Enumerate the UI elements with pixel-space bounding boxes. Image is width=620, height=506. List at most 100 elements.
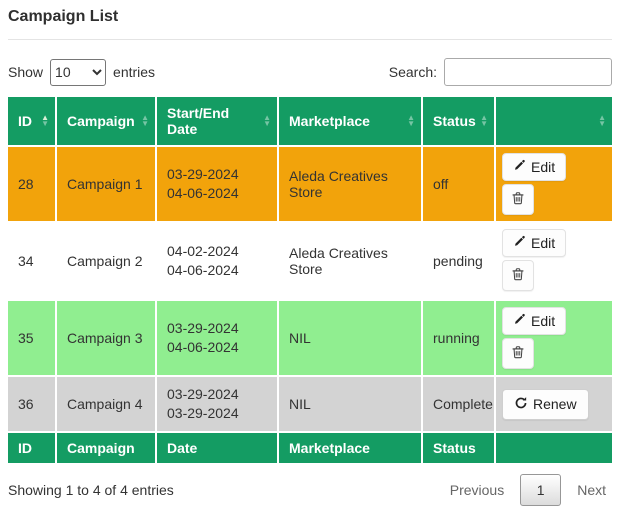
end-date: 04-06-2024	[167, 339, 239, 355]
column-header-label: Marketplace	[289, 113, 370, 129]
cell-id: 35	[8, 301, 55, 375]
refresh-icon	[514, 396, 528, 413]
cell-marketplace: NIL	[279, 377, 421, 431]
footer-col-actions	[496, 433, 612, 463]
show-label: Show	[8, 64, 44, 80]
search-label: Search:	[388, 64, 437, 80]
sort-desc-icon: ▼	[141, 119, 149, 128]
sort-icons: ▲ ▼	[263, 113, 271, 128]
renew-button[interactable]: Renew	[502, 388, 589, 420]
campaign-list-page: Campaign List Show 10 entries Search: ID	[8, 0, 612, 506]
sort-icons: ▲ ▼	[598, 113, 606, 128]
edit-button-label: Edit	[531, 159, 556, 175]
trash-icon	[511, 345, 525, 362]
end-date: 04-06-2024	[167, 262, 239, 278]
table-row: 35 Campaign 3 03-29-2024 04-06-2024 NIL …	[8, 301, 612, 375]
cell-marketplace: NIL	[279, 301, 421, 375]
footer-col-id: ID	[8, 433, 55, 463]
column-header-label: Campaign	[67, 113, 135, 129]
page-length-select[interactable]: 10	[50, 58, 107, 86]
end-date: 03-29-2024	[167, 405, 239, 421]
pencil-icon	[513, 313, 526, 329]
edit-button-label: Edit	[531, 313, 556, 329]
cell-actions: Edit	[496, 147, 612, 221]
sort-desc-icon: ▼	[41, 119, 49, 128]
renew-button-label: Renew	[533, 396, 577, 412]
column-header-campaign[interactable]: Campaign ▲ ▼	[57, 97, 155, 145]
sort-asc-icon: ▲	[480, 113, 488, 122]
cell-status: pending	[423, 223, 494, 299]
cell-id: 34	[8, 223, 55, 299]
cell-actions: Renew	[496, 377, 612, 431]
column-header-marketplace[interactable]: Marketplace ▲ ▼	[279, 97, 421, 145]
column-header-date[interactable]: Start/End Date ▲ ▼	[157, 97, 277, 145]
sort-desc-icon: ▼	[263, 119, 271, 128]
column-header-actions[interactable]: ▲ ▼	[496, 97, 612, 145]
cell-date: 03-29-2024 04-06-2024	[157, 301, 277, 375]
cell-campaign: Campaign 4	[57, 377, 155, 431]
cell-date: 04-02-2024 04-06-2024	[157, 223, 277, 299]
sort-asc-icon: ▲	[141, 113, 149, 122]
current-page-button[interactable]: 1	[520, 474, 562, 506]
cell-id: 28	[8, 147, 55, 221]
start-date: 04-02-2024	[167, 243, 239, 259]
table-header-row: ID ▲ ▼ Campaign ▲ ▼ Start/End Date ▲ ▼	[8, 97, 612, 145]
cell-status: running	[423, 301, 494, 375]
edit-button[interactable]: Edit	[502, 153, 567, 181]
end-date: 04-06-2024	[167, 185, 239, 201]
sort-asc-icon: ▲	[407, 113, 415, 122]
column-header-label: Status	[433, 113, 476, 129]
column-header-label: Start/End Date	[167, 105, 230, 137]
trash-icon	[511, 267, 525, 284]
cell-id: 36	[8, 377, 55, 431]
cell-status: Complete	[423, 377, 494, 431]
edit-button[interactable]: Edit	[502, 229, 567, 257]
table-bottom-bar: Showing 1 to 4 of 4 entries Previous 1 N…	[8, 474, 612, 506]
start-date: 03-29-2024	[167, 166, 239, 182]
sort-icons: ▲ ▼	[141, 113, 149, 128]
delete-button[interactable]	[502, 260, 534, 291]
cell-campaign: Campaign 2	[57, 223, 155, 299]
cell-marketplace: Aleda Creatives Store	[279, 223, 421, 299]
pagination: Previous 1 Next	[444, 474, 612, 506]
cell-date: 03-29-2024 03-29-2024	[157, 377, 277, 431]
search-input[interactable]	[444, 58, 612, 86]
column-header-status[interactable]: Status ▲ ▼	[423, 97, 494, 145]
table-info: Showing 1 to 4 of 4 entries	[8, 482, 174, 498]
table-row: 36 Campaign 4 03-29-2024 03-29-2024 NIL …	[8, 377, 612, 431]
edit-button[interactable]: Edit	[502, 307, 567, 335]
sort-icons: ▲ ▼	[407, 113, 415, 128]
footer-col-campaign: Campaign	[57, 433, 155, 463]
cell-marketplace: Aleda Creatives Store	[279, 147, 421, 221]
page-title: Campaign List	[8, 8, 119, 25]
delete-button[interactable]	[502, 184, 534, 215]
sort-icons: ▲ ▼	[480, 113, 488, 128]
column-header-label: ID	[18, 113, 32, 129]
cell-status: off	[423, 147, 494, 221]
previous-page-button[interactable]: Previous	[449, 482, 505, 498]
search-control: Search:	[389, 58, 612, 86]
sort-desc-icon: ▼	[407, 119, 415, 128]
sort-icons: ▲ ▼	[41, 113, 49, 128]
column-header-id[interactable]: ID ▲ ▼	[8, 97, 55, 145]
start-date: 03-29-2024	[167, 320, 239, 336]
delete-button[interactable]	[502, 338, 534, 369]
cell-actions: Edit	[496, 223, 612, 299]
next-page-button[interactable]: Next	[577, 482, 606, 498]
sort-asc-icon: ▲	[598, 113, 606, 122]
cell-actions: Edit	[496, 301, 612, 375]
campaign-table: ID ▲ ▼ Campaign ▲ ▼ Start/End Date ▲ ▼	[6, 95, 614, 465]
divider	[8, 39, 612, 40]
trash-icon	[511, 191, 525, 208]
pencil-icon	[513, 159, 526, 175]
footer-col-date: Date	[157, 433, 277, 463]
sort-desc-icon: ▼	[480, 119, 488, 128]
page-length-control: Show 10 entries	[8, 58, 155, 86]
cell-campaign: Campaign 3	[57, 301, 155, 375]
start-date: 03-29-2024	[167, 386, 239, 402]
pencil-icon	[513, 235, 526, 251]
sort-desc-icon: ▼	[598, 119, 606, 128]
sort-asc-icon: ▲	[263, 113, 271, 122]
sort-asc-icon: ▲	[41, 113, 49, 122]
table-controls: Show 10 entries Search:	[8, 58, 612, 86]
